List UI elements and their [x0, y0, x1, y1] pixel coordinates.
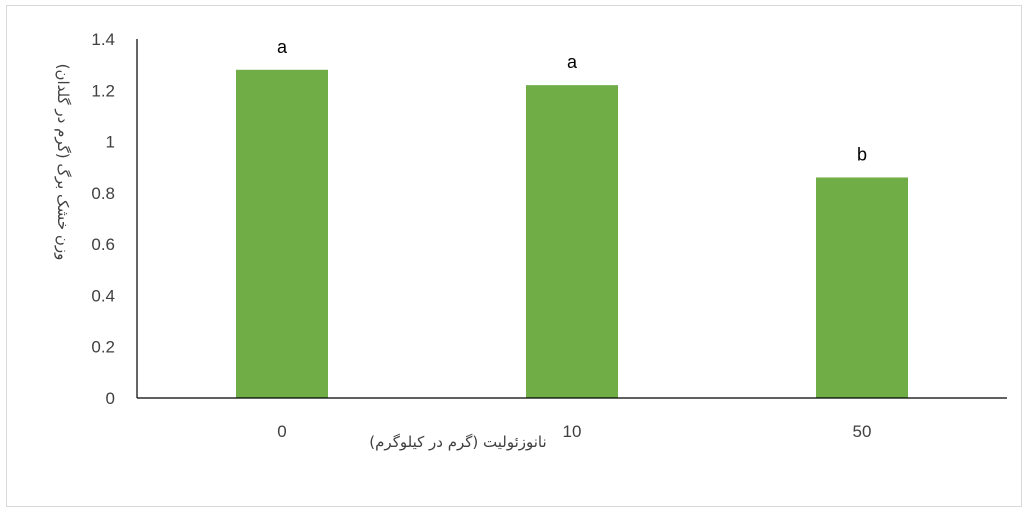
- bar: [526, 85, 618, 399]
- y-tick-label: 0.6: [91, 235, 115, 254]
- data-label: a: [277, 37, 288, 57]
- data-label: b: [857, 144, 867, 164]
- bar: [236, 69, 328, 399]
- x-tick-label: 0: [277, 422, 286, 441]
- y-tick-label: 0: [106, 389, 115, 408]
- y-tick-label: 0.2: [91, 338, 115, 357]
- y-tick-label: 0.4: [91, 286, 115, 305]
- y-axis-ticks: 0 0.2 0.4 0.6 0.8 1 1.2 1.4: [91, 30, 115, 408]
- data-labels-group: a a b: [277, 37, 867, 165]
- x-tick-label: 10: [563, 422, 582, 441]
- x-axis-ticks: 0 10 50: [277, 422, 871, 441]
- y-tick-label: 0.8: [91, 184, 115, 203]
- y-tick-label: 1.4: [91, 30, 115, 49]
- y-tick-label: 1.2: [91, 81, 115, 100]
- data-label: a: [567, 52, 578, 72]
- x-tick-label: 50: [853, 422, 872, 441]
- y-axis-title: وزن خشک برگ (گرم در گلدان): [54, 64, 72, 261]
- y-tick-label: 1: [106, 133, 115, 152]
- bar: [816, 177, 908, 398]
- x-axis-title: نانوزئولیت (گرم در کیلوگرم): [369, 433, 546, 451]
- bars-group: [236, 69, 908, 399]
